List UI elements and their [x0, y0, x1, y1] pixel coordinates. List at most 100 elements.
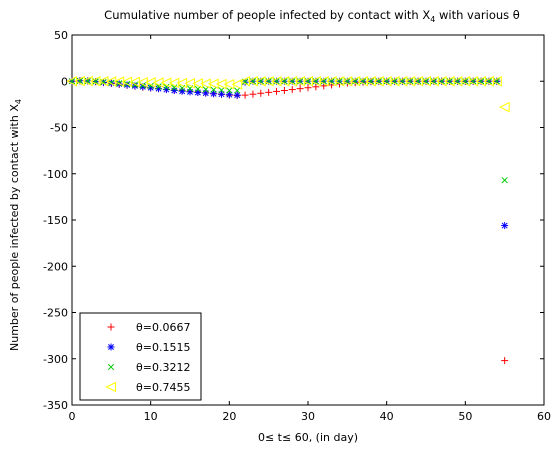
x-tick-label: 20 [222, 410, 236, 423]
data-point [239, 75, 251, 87]
legend-label: θ=0.0667 [136, 321, 190, 334]
legend-entry: θ=0.3212 [107, 361, 190, 374]
data-point [270, 75, 282, 87]
x-axis-label: 0≤ t≤ 60, (in day) [258, 431, 358, 444]
legend-entry: θ=0.0667 [107, 321, 190, 334]
data-point [341, 75, 353, 87]
x-axis: 0 10 20 30 40 50 60 [69, 35, 551, 423]
data-point [74, 75, 85, 87]
x-tick-label: 10 [144, 410, 158, 423]
data-point [225, 91, 233, 99]
x-tick-label: 60 [537, 410, 551, 423]
legend-marker [107, 363, 115, 371]
x-tick-label: 50 [458, 410, 472, 423]
data-point [294, 75, 306, 87]
data-point [501, 222, 509, 230]
data-point [218, 86, 225, 94]
legend-marker [105, 381, 116, 393]
data-point [302, 75, 313, 87]
series-4 [66, 75, 510, 113]
data-point [459, 75, 471, 87]
data-point [436, 75, 447, 87]
y-tick-label: -250 [43, 307, 68, 320]
data-point [318, 75, 329, 87]
y-tick-label: -50 [50, 122, 68, 135]
y-tick-label: 50 [54, 29, 68, 42]
data-point [217, 90, 225, 98]
data-point [273, 87, 281, 95]
data-point [499, 101, 510, 113]
legend-marker [107, 343, 115, 351]
legend: θ=0.0667 θ=0.1515 θ=0.3212 θ=0.7455 [79, 312, 202, 401]
legend-marker [107, 323, 115, 331]
data-point [202, 89, 210, 97]
data-point [296, 85, 304, 93]
data-point [349, 75, 361, 87]
data-point [333, 75, 345, 87]
legend-box [79, 312, 202, 401]
data-point [501, 357, 509, 365]
data-point [304, 84, 312, 92]
chart-title: Cumulative number of people infected by … [104, 8, 520, 24]
y-tick-label: 0 [61, 75, 68, 88]
data-point [178, 87, 186, 95]
y-axis: 50 0 -50 -100 -150 -200 -250 -300 -350 [43, 29, 544, 412]
y-tick-label: -100 [43, 168, 68, 181]
data-point [202, 86, 209, 93]
data-point [388, 75, 400, 87]
data-point [255, 75, 266, 87]
x-tick-label: 40 [380, 410, 394, 423]
data-point [257, 89, 265, 97]
data-point [475, 75, 487, 87]
data-point [280, 87, 288, 94]
data-point [234, 87, 241, 94]
data-point [428, 75, 439, 87]
data-point [210, 90, 218, 98]
x-tick-label: 0 [69, 410, 76, 423]
data-point [420, 75, 431, 87]
data-point [263, 75, 274, 87]
legend-label: θ=0.3212 [136, 361, 190, 374]
data-point [286, 75, 298, 87]
legend-label: θ=0.1515 [136, 341, 190, 354]
data-point [241, 91, 249, 99]
data-point [233, 91, 241, 99]
data-point [249, 90, 257, 98]
data-point [501, 177, 508, 184]
legend-entry: θ=0.1515 [107, 341, 190, 354]
data-point [404, 75, 416, 87]
data-point [231, 78, 243, 90]
data-point [288, 86, 296, 94]
data-point [381, 75, 392, 87]
data-point [412, 75, 424, 87]
y-tick-label: -300 [43, 353, 68, 366]
data-point [357, 75, 369, 87]
data-point [163, 83, 170, 91]
data-point [373, 75, 384, 87]
data-point [265, 88, 273, 96]
data-point [210, 86, 217, 93]
legend-label: θ=0.7455 [136, 381, 190, 394]
data-point [483, 75, 494, 87]
data-point [194, 89, 202, 97]
data-point [365, 75, 376, 87]
data-point [186, 88, 194, 96]
data-point [89, 75, 101, 87]
data-point [155, 83, 162, 90]
y-tick-label: -350 [43, 399, 68, 412]
y-axis-label: Number of people infected by contact wit… [8, 99, 23, 351]
data-marks [66, 75, 510, 365]
data-point [325, 75, 337, 87]
data-point [443, 75, 455, 87]
data-point [396, 75, 408, 87]
y-tick-label: -200 [43, 260, 68, 273]
y-tick-label: -150 [43, 214, 68, 227]
data-point [310, 75, 321, 87]
data-point [226, 87, 233, 94]
data-point [278, 75, 290, 87]
data-point [467, 75, 479, 87]
data-point [491, 75, 502, 87]
data-point [451, 75, 463, 87]
legend-entry: θ=0.7455 [105, 381, 190, 394]
